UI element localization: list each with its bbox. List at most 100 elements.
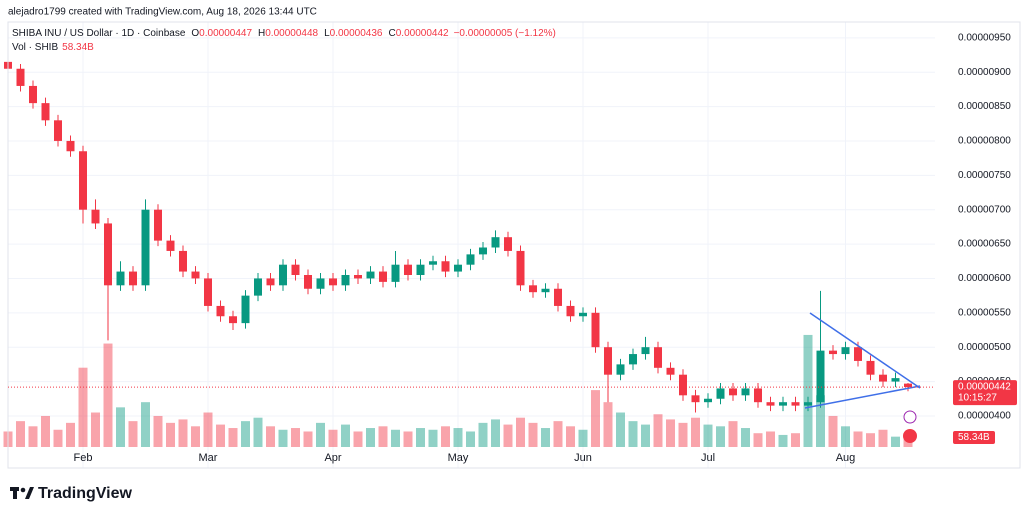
last-price-label: 0.00000442 — [958, 382, 1011, 393]
candle-body — [866, 360, 875, 375]
attribution: alejadro1799 created with TradingView.co… — [8, 7, 317, 18]
volume-bar — [28, 426, 38, 447]
candle-body — [804, 402, 812, 406]
candle-body — [41, 103, 50, 121]
flag-icon[interactable] — [903, 429, 917, 443]
candle-body — [716, 388, 725, 399]
candle-body — [766, 402, 775, 406]
candle-body — [604, 347, 612, 375]
y-tick-label: 0.00000500 — [958, 342, 1011, 353]
candle-body — [329, 278, 337, 286]
volume-bar — [766, 431, 775, 447]
volume-bar — [253, 417, 263, 447]
candle-body — [729, 388, 737, 396]
candle-body — [154, 209, 162, 241]
volume-bar — [628, 421, 638, 447]
volume-bar — [153, 415, 163, 447]
candle-body — [779, 402, 787, 406]
volume-bar — [653, 414, 663, 447]
volume-bar — [503, 424, 513, 447]
volume-name: Vol · SHIB — [12, 42, 58, 53]
candle-body — [891, 378, 900, 382]
candle-body — [204, 278, 212, 306]
trendline-lower — [804, 385, 921, 409]
ohlc-key: H — [258, 28, 265, 39]
ohlc-value: 0.00000436 — [330, 28, 383, 39]
volume-bar — [816, 395, 825, 447]
ohlc-key: C — [389, 28, 396, 39]
candle-body — [304, 275, 312, 289]
candle-body — [179, 250, 187, 272]
candle-body — [391, 264, 400, 282]
volume-bar — [116, 407, 125, 447]
volume-bar — [303, 431, 313, 447]
candle-body — [541, 288, 550, 293]
volume-bar — [478, 422, 488, 447]
volume-bar — [378, 426, 388, 447]
volume-bar — [566, 426, 575, 447]
volume-bar — [141, 402, 150, 447]
volume-value-box — [953, 430, 995, 444]
candle-body — [404, 264, 412, 275]
candle-body — [791, 402, 800, 406]
symbol-legend: SHIBA INU / US Dollar · 1D · Coinbase O 0.… — [12, 28, 556, 39]
volume-bar — [16, 421, 25, 447]
candle-body — [266, 278, 275, 286]
candle-body — [91, 209, 100, 224]
candle-body — [79, 151, 87, 210]
volume-bar — [103, 343, 113, 447]
candle-body — [29, 85, 37, 104]
volume-bar — [678, 422, 688, 447]
volume-bar — [178, 419, 188, 447]
volume-bar — [728, 421, 738, 447]
event-icon[interactable] — [903, 410, 917, 424]
candle-body — [316, 278, 325, 289]
volume-bar — [266, 426, 275, 447]
volume-bar — [428, 429, 438, 447]
candle-body — [666, 367, 675, 375]
volume-bar — [491, 419, 500, 447]
candle-body — [254, 278, 262, 296]
candle-body — [679, 374, 687, 396]
volume-bar — [366, 428, 375, 447]
volume-bar — [716, 426, 725, 447]
y-tick-label: 0.00000700 — [958, 204, 1011, 215]
candle-body — [816, 350, 825, 403]
ohlc-key: O — [191, 28, 199, 39]
volume-bar — [241, 421, 250, 447]
volume-bar — [516, 417, 525, 447]
volume-layer — [3, 334, 913, 447]
volume-legend: Vol · SHIB 58.34B — [12, 42, 94, 53]
x-tick-label: Aug — [836, 452, 856, 464]
candle-body — [341, 275, 350, 286]
grid — [8, 22, 935, 468]
candle-body — [566, 305, 575, 317]
volume-bar — [191, 426, 200, 447]
volume-bar — [853, 431, 863, 447]
volume-bar — [128, 421, 138, 447]
brand: TradingView — [38, 485, 133, 502]
candle-body — [241, 295, 250, 324]
x-tick-label: Apr — [324, 452, 341, 464]
y-tick-label: 0.00000800 — [958, 136, 1011, 147]
volume-bar — [391, 429, 400, 447]
candle-body — [629, 354, 637, 365]
volume-bar — [91, 412, 100, 447]
candle-body — [279, 264, 287, 286]
candle-body — [616, 364, 625, 375]
volume-bar — [416, 428, 425, 447]
candle-body — [479, 247, 487, 255]
volume-value: 58.34B — [62, 42, 94, 53]
volume-bar — [466, 431, 475, 447]
countdown: 10:15:27 — [958, 393, 997, 404]
y-tick-label: 0.00000950 — [958, 32, 1011, 43]
candle-body — [429, 261, 437, 265]
candle-body — [104, 223, 112, 286]
volume-value-label: 58.34B — [958, 432, 990, 443]
volume-bar — [578, 429, 588, 447]
symbol: SHIBA INU / US Dollar · 1D · Coinbase — [12, 28, 186, 39]
volume-bar — [691, 417, 700, 447]
plot-frame — [7, 21, 1021, 469]
candle-body — [141, 209, 150, 286]
